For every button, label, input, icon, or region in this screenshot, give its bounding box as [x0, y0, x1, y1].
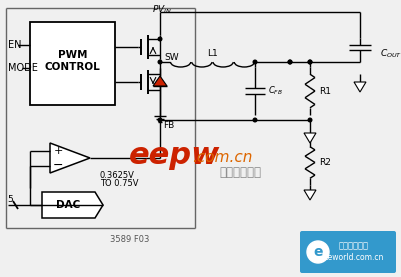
Polygon shape: [303, 133, 315, 143]
Text: R1: R1: [318, 86, 330, 96]
Text: 5: 5: [7, 194, 13, 204]
Text: $C_{OUT}$: $C_{OUT}$: [379, 48, 401, 60]
Polygon shape: [153, 76, 166, 86]
Circle shape: [158, 60, 161, 64]
Bar: [30, 22, 115, 105]
Polygon shape: [50, 143, 90, 173]
Circle shape: [308, 118, 311, 122]
Text: DAC: DAC: [56, 200, 81, 210]
Text: e: e: [312, 245, 322, 259]
Circle shape: [288, 60, 291, 64]
Circle shape: [253, 118, 256, 122]
Text: L1: L1: [207, 50, 217, 58]
Circle shape: [288, 60, 291, 64]
Text: $C_{FB}$: $C_{FB}$: [267, 85, 282, 97]
Polygon shape: [42, 192, 103, 218]
Text: 電子產品世界: 電子產品世界: [219, 165, 260, 178]
Text: $PV_{IN}$: $PV_{IN}$: [152, 4, 172, 16]
Text: R2: R2: [318, 158, 330, 167]
Text: MODE: MODE: [8, 63, 38, 73]
Text: 電子工程世界: 電子工程世界: [338, 242, 368, 250]
Text: PWM: PWM: [58, 50, 87, 60]
Circle shape: [306, 241, 328, 263]
Text: 0.3625V: 0.3625V: [100, 171, 135, 179]
Circle shape: [158, 118, 161, 122]
Text: TO 0.75V: TO 0.75V: [100, 178, 138, 188]
Text: FB: FB: [162, 120, 174, 130]
Text: 3589 F03: 3589 F03: [110, 235, 149, 245]
Circle shape: [308, 60, 311, 64]
Polygon shape: [303, 190, 315, 200]
Circle shape: [158, 37, 161, 41]
Text: SW: SW: [164, 53, 178, 63]
FancyBboxPatch shape: [299, 231, 395, 273]
Text: eepw: eepw: [129, 140, 220, 170]
Text: eeworld.com.cn: eeworld.com.cn: [323, 253, 383, 263]
Circle shape: [253, 60, 256, 64]
Text: EN: EN: [8, 40, 21, 50]
Circle shape: [308, 60, 311, 64]
Polygon shape: [353, 82, 365, 92]
Text: −: −: [53, 159, 63, 172]
Text: CONTROL: CONTROL: [45, 62, 100, 72]
Text: .com.cn: .com.cn: [191, 150, 251, 165]
Text: +: +: [53, 145, 63, 155]
